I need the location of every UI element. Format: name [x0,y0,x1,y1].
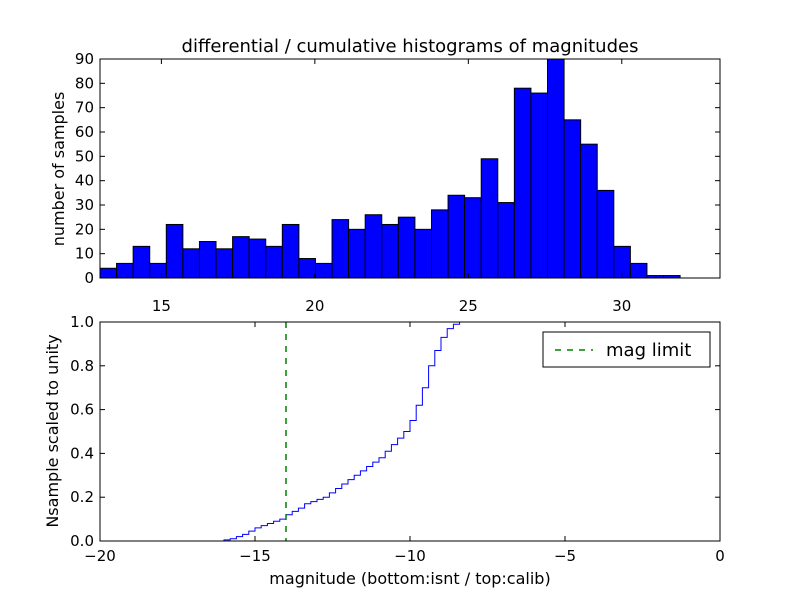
y-tick-label: 0.0 [70,532,94,550]
histogram-ticks: 0 10 20 30 40 50 60 70 80 90 15 20 25 30 [75,50,720,315]
y-tick-label: 0.6 [70,401,94,419]
x-tick-label: 30 [612,297,631,315]
y-tick-label: 10 [75,245,94,263]
cumulative-ylabel: Nsample scaled to unity [43,334,62,527]
histogram-bar [497,202,515,279]
histogram-bar [314,262,333,279]
histogram-bar [364,214,383,279]
x-tick-label: 0 [715,547,725,565]
histogram-bar [116,262,134,279]
histogram-bar [232,236,250,279]
x-tick-label: 20 [305,297,324,315]
x-tick-label: 15 [152,297,171,315]
histogram-bar [149,262,167,279]
histogram-bar [248,238,267,279]
y-tick-label: 60 [75,123,94,141]
legend-label-mag-limit: mag limit [606,340,691,361]
x-axis-title: magnitude (bottom:isnt / top:calib) [269,569,550,588]
y-tick-label: 0.4 [70,444,94,462]
histogram-bar [464,197,482,279]
histogram-bar [182,248,200,279]
y-tick-label: 90 [75,50,94,68]
histogram-bar [547,58,565,279]
histogram-bar [132,245,151,279]
cumulative-axes-frame [99,321,721,542]
histogram-bar [513,87,532,279]
histogram-bars [99,58,681,279]
y-tick-label: 1.0 [70,313,94,331]
histogram-bar [580,143,598,279]
histogram-bar [447,194,466,279]
histogram-bar [265,245,283,279]
cumulative-plot-lines [100,321,472,542]
y-tick-label: 50 [75,147,94,165]
legend: mag limit [542,331,711,368]
histogram-bar [331,219,350,279]
histogram-bar [480,158,499,279]
y-tick-label: 0.2 [70,488,94,506]
y-tick-label: 80 [75,74,94,92]
y-tick-label: 40 [75,172,94,190]
histogram-ylabel: number of samples [49,92,68,247]
histogram-bar [348,228,366,279]
y-tick-label: 70 [75,99,94,117]
histogram-bar [281,223,300,279]
histogram-bar [430,209,449,279]
histogram-bar [215,248,234,279]
x-tick-label: 25 [459,297,478,315]
histogram-bar [381,223,399,279]
cumulative-step-line [100,321,472,542]
histogram-axes-frame [99,58,721,279]
histogram-bar [530,92,549,279]
y-tick-label: 0 [84,269,94,287]
x-tick-label: −5 [554,547,576,565]
histogram-bar [414,228,432,279]
y-tick-label: 0.8 [70,357,94,375]
histogram-bar [596,189,615,279]
histogram-bar [165,223,184,279]
histogram-bar [563,119,582,279]
x-tick-label: −15 [239,547,271,565]
x-tick-label: −10 [394,547,426,565]
histogram-bar [99,267,118,279]
y-tick-label: 30 [75,196,94,214]
chart-title: differential / cumulative histograms of … [182,36,639,57]
y-tick-label: 20 [75,220,94,238]
histogram-bar [298,258,316,279]
histogram-bar [198,241,217,279]
x-tick-label: −20 [84,547,116,565]
histogram-bar [397,216,416,279]
histogram-bar [629,262,648,279]
